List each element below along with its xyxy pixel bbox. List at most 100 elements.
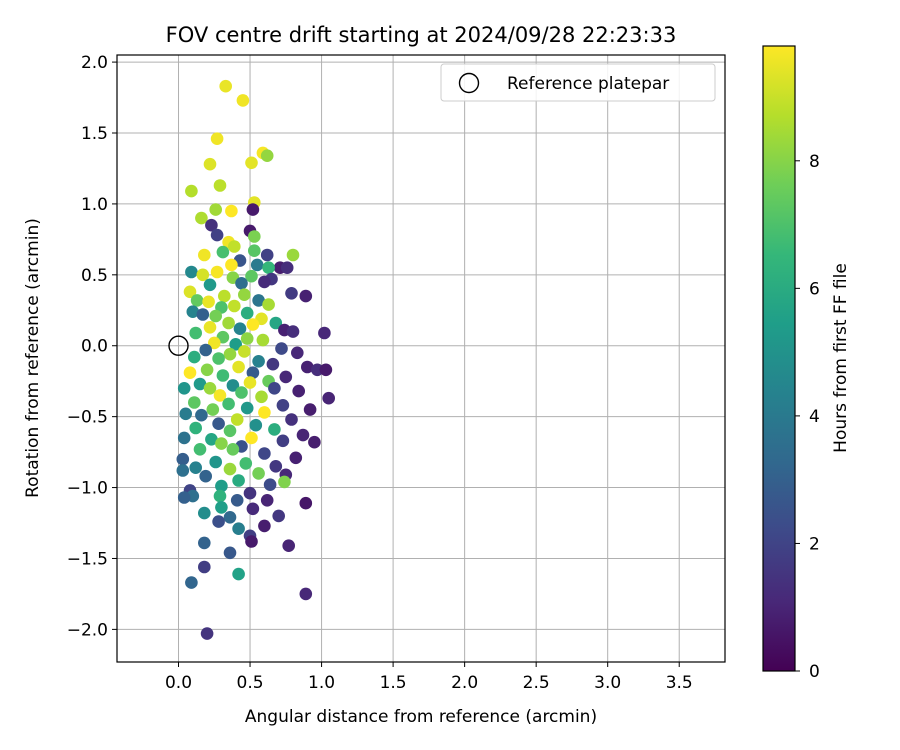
data-point	[215, 437, 228, 450]
x-tick-label: 3.5	[666, 673, 693, 693]
data-point	[232, 474, 245, 487]
data-point	[229, 338, 242, 351]
data-point	[299, 587, 313, 601]
data-point	[203, 157, 217, 171]
data-point	[200, 627, 214, 640]
data-point	[193, 443, 207, 456]
data-point	[199, 469, 212, 483]
data-point	[235, 386, 248, 399]
data-point	[246, 203, 260, 216]
data-point	[272, 509, 286, 523]
data-point	[213, 489, 227, 503]
legend: Reference platepar	[440, 63, 716, 102]
data-point	[240, 306, 254, 320]
legend-marker-icon	[458, 72, 480, 94]
data-point	[193, 377, 207, 391]
data-point	[205, 433, 218, 446]
colorbar-tick-label: 8	[809, 152, 820, 172]
data-point	[226, 443, 240, 456]
data-point	[215, 501, 228, 514]
colorbar-tick-label: 0	[809, 662, 820, 682]
y-tick-label: 1.0	[81, 195, 108, 215]
data-point	[212, 352, 225, 365]
data-point	[202, 295, 215, 309]
data-point	[210, 228, 224, 242]
data-point	[263, 478, 277, 492]
data-point	[228, 240, 241, 253]
data-points	[176, 79, 336, 640]
data-point	[266, 357, 280, 371]
data-point	[205, 218, 218, 232]
colorbar-tick-label: 4	[809, 407, 820, 427]
data-point	[246, 502, 260, 516]
data-point	[189, 421, 202, 435]
y-tick-label: 0.0	[81, 337, 108, 357]
data-point	[232, 522, 245, 535]
data-point	[303, 403, 317, 416]
colorbar: 0 2 4 6 8 Hours from first FF file	[762, 45, 851, 682]
x-tick-label: 1.5	[380, 673, 407, 693]
data-point	[240, 332, 254, 345]
data-point	[243, 486, 257, 500]
data-point	[200, 363, 214, 377]
data-point	[203, 321, 217, 334]
data-point	[260, 494, 274, 507]
data-point	[230, 494, 244, 507]
data-point	[285, 413, 298, 426]
data-point	[177, 431, 191, 445]
x-tick-label: 1.0	[308, 673, 335, 693]
data-point	[196, 268, 210, 282]
reference-marker	[168, 335, 189, 356]
data-point	[275, 342, 288, 355]
data-point	[185, 265, 198, 279]
data-point	[223, 462, 237, 476]
data-point	[203, 278, 217, 292]
data-point	[188, 396, 201, 409]
data-point	[296, 428, 310, 442]
data-point	[177, 382, 191, 395]
data-point	[256, 333, 270, 347]
data-point	[252, 355, 265, 368]
data-point	[299, 289, 313, 303]
data-point	[189, 461, 202, 475]
data-point	[232, 360, 245, 374]
data-point	[260, 149, 274, 162]
data-point	[226, 379, 240, 392]
data-point	[268, 423, 281, 436]
data-point	[268, 382, 281, 395]
data-point	[280, 261, 294, 275]
data-point	[176, 464, 190, 477]
data-point	[216, 245, 230, 259]
data-point	[223, 511, 237, 524]
y-tick-label: −1.5	[67, 549, 108, 569]
data-point	[222, 316, 235, 330]
data-point	[246, 318, 260, 331]
data-point	[301, 360, 314, 374]
data-point	[246, 366, 260, 380]
data-point	[203, 382, 217, 395]
data-point	[176, 452, 190, 466]
data-point	[225, 258, 238, 272]
x-tick-label: 3.0	[594, 673, 621, 693]
data-point	[252, 294, 265, 307]
data-point	[269, 316, 283, 330]
data-point	[319, 363, 333, 377]
data-point	[232, 567, 245, 581]
data-point	[198, 560, 211, 574]
data-point	[308, 435, 321, 449]
data-point	[262, 261, 275, 275]
data-point	[248, 244, 261, 257]
data-point	[216, 369, 230, 382]
data-point	[276, 434, 290, 448]
data-point	[235, 277, 248, 290]
data-point	[238, 288, 251, 302]
colorbar-tick-label: 2	[809, 534, 820, 554]
data-point	[291, 346, 304, 360]
data-point	[209, 203, 222, 216]
data-point	[230, 413, 244, 426]
data-point	[228, 299, 241, 313]
x-axis-label: Angular distance from reference (arcmin)	[245, 707, 597, 727]
data-point	[177, 491, 191, 504]
data-point	[223, 546, 237, 560]
data-point	[258, 275, 271, 289]
